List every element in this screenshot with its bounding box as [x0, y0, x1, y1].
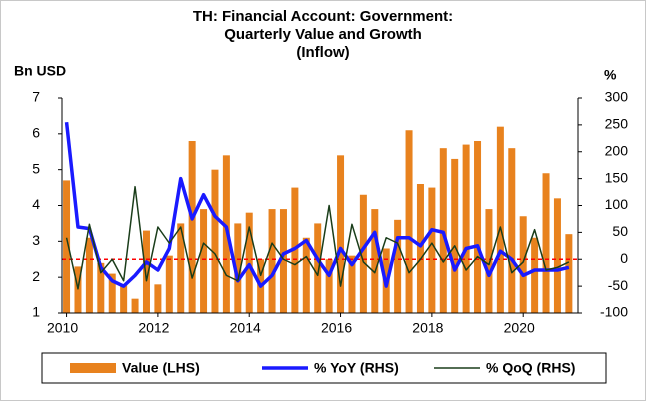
bar	[131, 298, 139, 313]
bar	[451, 158, 459, 313]
x-tick-label: 2016	[321, 320, 352, 336]
bar	[74, 266, 82, 313]
bar	[416, 184, 424, 313]
bar	[371, 209, 379, 313]
bar	[542, 173, 550, 313]
x-tick-label: 2014	[230, 320, 261, 336]
y-axis-label: Bn USD	[14, 63, 66, 79]
chart-title: Quarterly Value and Growth	[224, 26, 422, 43]
bar	[314, 223, 322, 313]
legend-label: Value (LHS)	[122, 360, 200, 376]
y-tick-label: 1	[32, 304, 40, 320]
y2-tick-label: 0	[620, 250, 628, 266]
bar	[565, 234, 573, 313]
bar	[337, 155, 345, 313]
y-tick-label: 3	[32, 232, 40, 248]
line-series	[65, 185, 570, 290]
y2-tick-label: 200	[605, 142, 629, 158]
legend-label: % QoQ (RHS)	[486, 360, 575, 376]
y2-tick-label: -100	[600, 304, 628, 320]
bar	[394, 219, 402, 313]
bar	[428, 187, 436, 313]
x-tick-label: 2010	[47, 320, 78, 336]
legend-label: % YoY (RHS)	[314, 360, 399, 376]
bar	[462, 144, 470, 313]
bar	[97, 262, 105, 313]
y2-tick-label: 300	[605, 89, 629, 105]
bar	[154, 284, 162, 313]
bar	[405, 130, 413, 313]
bar	[531, 237, 539, 313]
bar	[302, 237, 310, 313]
y2-tick-label: 250	[605, 116, 629, 132]
bar	[474, 141, 482, 313]
x-tick-label: 2020	[504, 320, 535, 336]
bar	[348, 255, 356, 313]
bar	[268, 209, 276, 313]
bar	[211, 169, 219, 313]
y-tick-label: 5	[32, 160, 40, 176]
bar	[142, 230, 150, 313]
bar	[245, 212, 253, 313]
bar	[279, 209, 287, 313]
y2-tick-label: 150	[605, 169, 629, 185]
y2-tick-label: 100	[605, 196, 629, 212]
bar	[519, 216, 527, 313]
legend-box	[41, 352, 607, 384]
chart-title: TH: Financial Account: Government:	[193, 8, 453, 25]
bar	[553, 198, 561, 313]
bar	[485, 209, 493, 313]
bar	[325, 259, 333, 313]
y-tick-label: 6	[32, 125, 40, 141]
bar	[200, 209, 208, 313]
x-tick-label: 2012	[138, 320, 169, 336]
y2-axis-label: %	[604, 67, 617, 83]
bar	[234, 223, 242, 313]
bar	[359, 194, 367, 313]
bar	[165, 255, 173, 313]
bar	[120, 284, 128, 313]
y-tick-label: 7	[32, 89, 40, 105]
bar	[177, 223, 185, 313]
y-tick-label: 4	[32, 196, 40, 212]
y2-tick-label: -50	[608, 277, 628, 293]
y-tick-label: 2	[32, 268, 40, 284]
y2-tick-label: 50	[612, 223, 628, 239]
x-tick-label: 2018	[412, 320, 443, 336]
bar	[108, 273, 116, 313]
bar	[508, 148, 516, 313]
chart-title: (Inflow)	[296, 44, 349, 61]
bar	[85, 237, 93, 313]
legend-swatch	[70, 363, 116, 373]
bar	[188, 141, 196, 313]
bar	[496, 126, 504, 314]
bar	[63, 180, 71, 313]
